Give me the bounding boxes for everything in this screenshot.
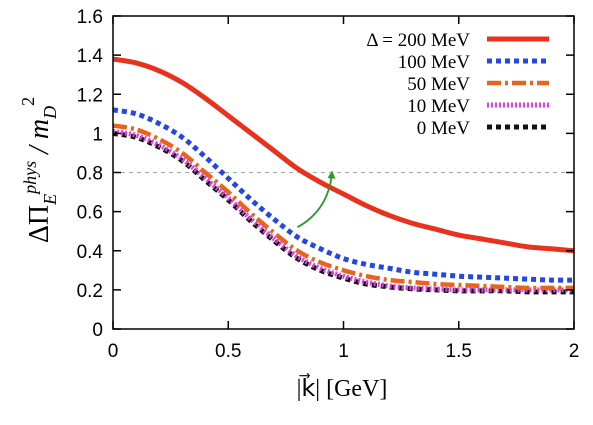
y-tick-label: 0.2 — [77, 281, 103, 302]
y-tick-label: 0 — [92, 320, 103, 341]
y-tick-label: 1.2 — [77, 85, 103, 106]
x-tick-label: 1.5 — [446, 341, 472, 362]
y-axis-label: ΔΠEphys / mD2 — [18, 97, 60, 243]
y-tick-label: 0.8 — [77, 164, 103, 185]
tick-layer: 0 0.5 1 1.5 2 0 0.2 0.4 0.6 0.8 1 1.2 1.4 1.6 — [77, 7, 580, 362]
y-label-slash: / m — [24, 119, 55, 161]
series-layer — [112, 56, 575, 295]
series-line — [112, 56, 575, 254]
legend-label: 100 MeV — [398, 52, 471, 73]
y-label-sup: phys — [20, 161, 40, 196]
legend-label: Δ = 200 MeV — [366, 30, 470, 51]
legend-label: 10 MeV — [407, 96, 470, 117]
y-label-sub2: D — [40, 106, 60, 120]
y-tick-label: 0.6 — [77, 203, 103, 224]
x-tick-label: 0 — [108, 341, 119, 362]
y-tick-label: 1.6 — [77, 7, 103, 28]
x-tick-label: 0.5 — [215, 341, 241, 362]
series-line — [112, 107, 575, 283]
x-tick-label: 1 — [338, 341, 349, 362]
y-label-sub: E — [40, 194, 60, 206]
y-label-sup2: 2 — [18, 97, 38, 106]
series-line — [112, 123, 574, 291]
legend-label: 0 MeV — [417, 118, 471, 139]
legend-label: 50 MeV — [407, 74, 470, 95]
annotation-arrow — [296, 170, 336, 229]
x-axis-label: |k⃗| [GeV] — [297, 373, 388, 402]
y-label-delta: ΔΠ — [24, 205, 55, 243]
y-tick-label: 1.4 — [77, 46, 104, 67]
y-tick-label: 0.4 — [77, 242, 104, 263]
annotation-layer — [296, 170, 336, 229]
x-tick-label: 2 — [569, 341, 580, 362]
y-tick-label: 1 — [92, 124, 103, 145]
series-line — [112, 128, 574, 293]
plot-frame — [112, 15, 575, 330]
